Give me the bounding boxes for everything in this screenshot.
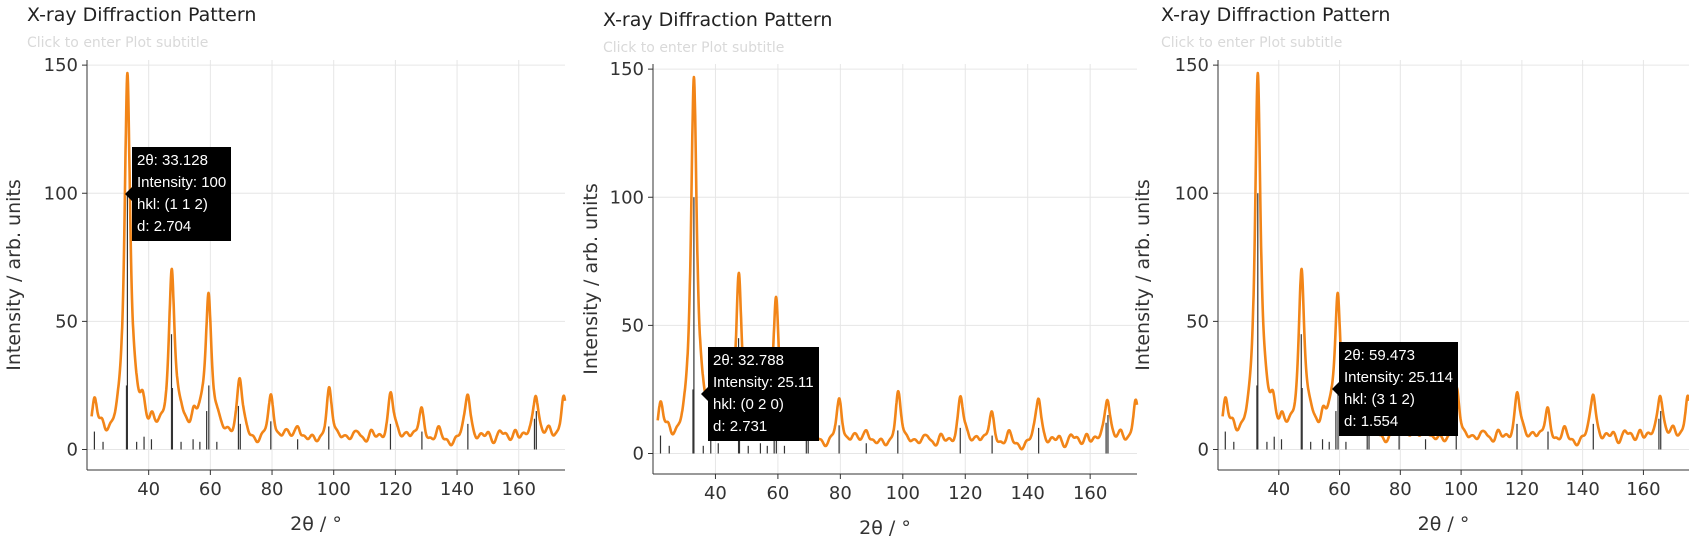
x-tick-label: 40 xyxy=(137,479,160,500)
xrd-panel-3: X-ray Diffraction Pattern Click to enter… xyxy=(1129,0,1689,538)
y-tick-label: 50 xyxy=(621,315,644,336)
y-tick-label: 150 xyxy=(1175,55,1209,76)
measured-profile-line xyxy=(90,71,567,447)
y-tick-label: 150 xyxy=(610,59,644,80)
x-tick-label: 80 xyxy=(1389,479,1412,500)
x-tick-label: 160 xyxy=(1626,479,1660,500)
peak-tooltip: 2θ: 32.788 Intensity: 25.11 hkl: (0 2 0)… xyxy=(701,347,819,441)
x-tick-label: 100 xyxy=(1444,479,1478,500)
chart-subtitle[interactable]: Click to enter Plot subtitle xyxy=(27,35,209,51)
x-axis-label: 2θ / ° xyxy=(859,517,911,538)
peak-tooltip: 2θ: 59.473 Intensity: 25.114 hkl: (3 1 2… xyxy=(1332,342,1458,436)
peak-tooltip: 2θ: 33.128 Intensity: 100 hkl: (1 1 2) d… xyxy=(124,147,232,241)
tooltip-d-line: d: 1.554 xyxy=(1344,413,1399,430)
xrd-panel-1: X-ray Diffraction Pattern Click to enter… xyxy=(0,0,567,538)
x-tick-label: 120 xyxy=(378,479,412,500)
x-tick-label: 60 xyxy=(199,479,222,500)
y-tick-label: 150 xyxy=(44,55,78,76)
x-tick-label: 100 xyxy=(317,479,351,500)
x-tick-label: 120 xyxy=(948,483,982,504)
tooltip-theta: 33.128 xyxy=(162,152,208,169)
x-tick-label: 100 xyxy=(886,483,920,504)
tooltip-d: 2.731 xyxy=(729,418,768,435)
chart-title: X-ray Diffraction Pattern xyxy=(27,4,257,26)
tooltip-hkl-line: hkl: (1 1 2) xyxy=(137,196,208,213)
x-tick-label: 140 xyxy=(1565,479,1599,500)
chart-subtitle[interactable]: Click to enter Plot subtitle xyxy=(1161,35,1343,51)
tooltip-d-line: d: 2.704 xyxy=(137,218,192,235)
x-tick-label: 140 xyxy=(1011,483,1045,504)
tooltip-theta-line: 2θ: 33.128 xyxy=(137,152,208,169)
y-tick-label: 100 xyxy=(1175,183,1209,204)
tooltip-theta-line: 2θ: 32.788 xyxy=(713,352,784,369)
x-tick-label: 80 xyxy=(261,479,284,500)
tooltip-hkl: (3 1 2) xyxy=(1371,391,1415,408)
tooltip-intensity: 25.11 xyxy=(777,374,814,391)
tooltip-intensity: 25.114 xyxy=(1408,369,1453,386)
measured-profile-line xyxy=(656,75,1139,451)
x-tick-label: 60 xyxy=(766,483,789,504)
x-tick-label: 80 xyxy=(829,483,852,504)
y-axis-label: Intensity / arb. units xyxy=(3,179,25,370)
tooltip-theta-line: 2θ: 59.473 xyxy=(1344,347,1415,364)
tooltip-hkl: (0 2 0) xyxy=(740,396,784,413)
xrd-plot-2[interactable]: 40 60 80 100 120 140 160 0 50 100 150 2θ / ° Intensi… xyxy=(577,0,1139,538)
x-tick-label: 140 xyxy=(440,479,474,500)
chart-title: X-ray Diffraction Pattern xyxy=(603,9,833,31)
x-tick-label: 120 xyxy=(1505,479,1539,500)
x-tick-label: 60 xyxy=(1328,479,1351,500)
chart-title: X-ray Diffraction Pattern xyxy=(1161,4,1391,26)
tooltip-hkl-line: hkl: (3 1 2) xyxy=(1344,391,1415,408)
x-tick-label: 160 xyxy=(502,479,536,500)
tooltip-hkl: (1 1 2) xyxy=(164,196,208,213)
tooltip-hkl-line: hkl: (0 2 0) xyxy=(713,396,784,413)
xrd-plot-3[interactable]: 40 60 80 100 120 140 160 0 50 100 150 2θ / ° Intensi… xyxy=(1129,0,1689,538)
y-axis-label: Intensity / arb. units xyxy=(1132,179,1154,370)
y-tick-label: 0 xyxy=(1198,440,1209,461)
x-axis-label: 2θ / ° xyxy=(290,513,342,535)
xrd-panel-2: X-ray Diffraction Pattern Click to enter… xyxy=(577,0,1139,538)
tooltip-theta: 59.473 xyxy=(1369,347,1415,364)
y-tick-label: 0 xyxy=(67,440,78,461)
tooltip-theta: 32.788 xyxy=(738,352,784,369)
tooltip-intensity-line: Intensity: 25.114 xyxy=(1344,369,1453,386)
x-axis-label: 2θ / ° xyxy=(1418,513,1470,535)
tooltip-d: 2.704 xyxy=(153,218,192,235)
y-tick-label: 100 xyxy=(610,187,644,208)
chart-subtitle[interactable]: Click to enter Plot subtitle xyxy=(603,40,785,56)
y-axis-label: Intensity / arb. units xyxy=(580,183,602,374)
y-tick-label: 100 xyxy=(44,183,78,204)
tooltip-d: 1.554 xyxy=(1360,413,1399,430)
tooltip-intensity: 100 xyxy=(201,174,227,191)
y-tick-label: 50 xyxy=(55,311,78,332)
tooltip-intensity-line: Intensity: 25.11 xyxy=(713,374,814,391)
y-tick-label: 50 xyxy=(1186,311,1209,332)
xrd-plot-1[interactable]: 40 60 80 100 120 140 160 0 50 100 150 2θ / ° Intensi… xyxy=(0,0,567,538)
x-tick-label: 160 xyxy=(1073,483,1107,504)
tooltip-d-line: d: 2.731 xyxy=(713,418,768,435)
tooltip-intensity-line: Intensity: 100 xyxy=(137,174,227,191)
y-tick-label: 0 xyxy=(633,444,644,465)
x-tick-label: 40 xyxy=(704,483,727,504)
x-tick-label: 40 xyxy=(1267,479,1290,500)
